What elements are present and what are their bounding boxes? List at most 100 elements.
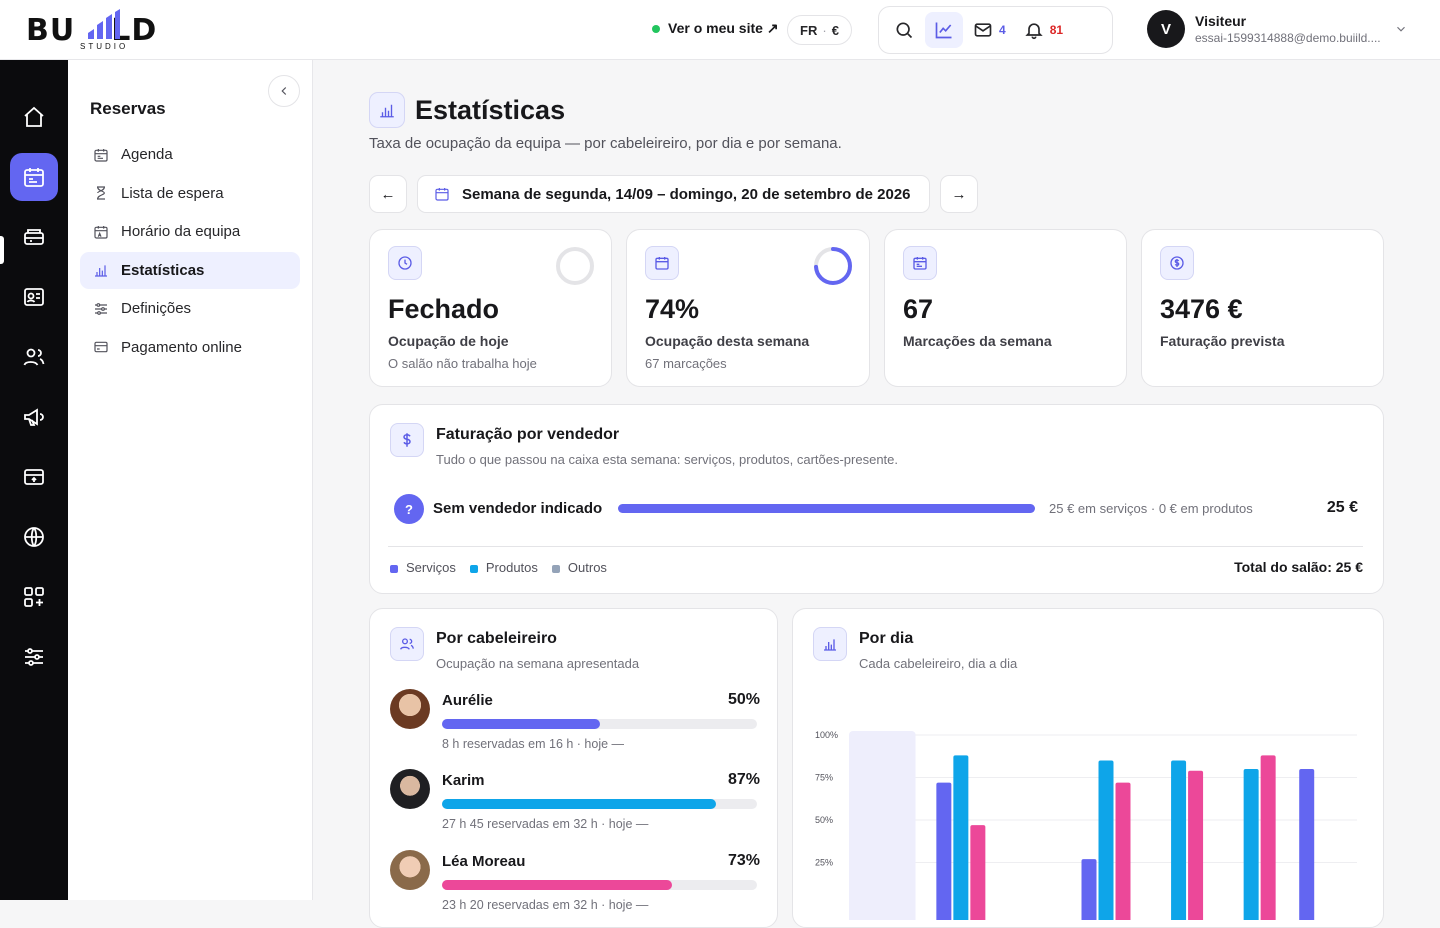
chart-bar[interactable]: [970, 825, 986, 920]
kpi-label: Ocupação desta semana: [645, 333, 810, 349]
rail-home[interactable]: [10, 93, 58, 141]
kpi-icon-box: [645, 246, 679, 280]
rail-payments[interactable]: [10, 453, 58, 501]
user-menu[interactable]: V Visiteur essai-1599314888@demo.buiild.…: [1147, 10, 1385, 48]
sidebar-item-team-schedule[interactable]: Horário da equipa: [80, 213, 300, 250]
section-title: Por dia: [859, 630, 914, 647]
stylist-row[interactable]: Aurélie 50% 8 h reservadas em 16 h · hoj…: [390, 689, 760, 759]
legend-label: Outros: [567, 560, 607, 575]
messages-count: 4: [999, 23, 1006, 37]
revenue-legend: Serviços Produtos Outros: [390, 560, 607, 575]
calendar-icon: [94, 148, 108, 162]
kpi-label: Faturação prevista: [1160, 333, 1285, 349]
page-subtitle: Taxa de ocupação da equipa — por cabelei…: [369, 135, 842, 152]
divider: [388, 546, 1363, 547]
section-icon-box: [390, 627, 424, 661]
stylist-name: Karim: [442, 772, 485, 789]
chart-bar[interactable]: [953, 755, 969, 920]
sliders-icon: [25, 648, 43, 666]
occupancy-fill: [442, 880, 672, 890]
legend-label: Produtos: [485, 560, 538, 575]
user-email: essai-1599314888@demo.buiild....: [1195, 31, 1381, 45]
toolbar-group: 4 81: [878, 6, 1113, 54]
messages-button[interactable]: 4: [965, 12, 1014, 48]
stats-button[interactable]: [925, 12, 963, 48]
occupancy-ring: [556, 247, 594, 285]
users-icon: [400, 638, 414, 650]
page-title: Estatísticas: [415, 95, 566, 125]
rail-register[interactable]: [10, 213, 58, 261]
section-title: Por cabeleireiro: [436, 630, 557, 647]
week-picker[interactable]: Semana de segunda, 14/09 – domingo, 20 d…: [417, 175, 930, 213]
sidebar-item-statistics[interactable]: Estatísticas: [80, 251, 300, 289]
calendar-user-icon: [94, 225, 108, 239]
sidebar-item-label: Agenda: [121, 146, 173, 163]
rail-team[interactable]: [10, 333, 58, 381]
cash-register-icon: [24, 229, 44, 245]
sidebar-item-settings[interactable]: Definições: [80, 290, 300, 327]
id-card-icon: [24, 288, 44, 306]
chart-bar[interactable]: [1299, 769, 1315, 920]
hourglass-icon: [97, 186, 105, 200]
collapse-sidebar-button[interactable]: [268, 75, 300, 107]
chart-bar[interactable]: [1260, 755, 1276, 920]
avatar: V: [1147, 10, 1185, 48]
sidebar-item-label: Definições: [121, 300, 192, 317]
top-bar: BU LD STUDIO Ver o meu site ↗ FR · € 4 81: [0, 0, 1440, 60]
calendar-icon: [24, 168, 44, 187]
language-currency-switch[interactable]: FR · €: [787, 15, 852, 45]
legend-label: Serviços: [406, 560, 456, 575]
stylist-meta: 27 h 45 reservadas em 32 h · hoje —: [442, 817, 649, 831]
y-tick-label: 25%: [815, 858, 833, 868]
section-subtitle: Ocupação na semana apresentada: [436, 656, 640, 671]
sidebar-item-waitlist[interactable]: Lista de espera: [80, 175, 300, 212]
chart-bar[interactable]: [1171, 760, 1187, 921]
occupancy-track: [442, 719, 757, 729]
active-indicator: [0, 236, 4, 264]
sidebar: Reservas Agenda Lista de espera Horário …: [68, 60, 313, 900]
calendar-icon: [655, 257, 669, 270]
sidebar-item-label: Horário da equipa: [121, 223, 241, 240]
stylist-row[interactable]: Léa Moreau 73% 23 h 20 reservadas em 32 …: [390, 850, 760, 920]
chart-bar[interactable]: [1081, 859, 1097, 920]
occupancy-ring: [814, 247, 852, 285]
logo-subtitle: STUDIO: [80, 42, 129, 51]
rail-apps[interactable]: [10, 573, 58, 621]
search-icon: [896, 22, 913, 39]
mail-icon: [974, 23, 992, 37]
seller-badge: ?: [394, 494, 424, 524]
legend-item: Serviços: [390, 560, 456, 575]
rail-marketing[interactable]: [10, 393, 58, 441]
page-title-icon-box: [369, 92, 405, 128]
sidebar-item-online-payment[interactable]: Pagamento online: [80, 329, 300, 366]
legend-item: Produtos: [469, 560, 538, 575]
seller-detail: 25 € em serviços · 0 € em produtos: [1049, 501, 1253, 516]
sidebar-item-label: Lista de espera: [121, 184, 224, 202]
icon-rail: [0, 60, 68, 900]
chart-bar[interactable]: [936, 782, 952, 920]
rail-website[interactable]: [10, 513, 58, 561]
previous-week-button[interactable]: ←: [369, 175, 407, 213]
view-site-link[interactable]: Ver o meu site ↗: [652, 20, 779, 37]
sliders-icon: [95, 302, 107, 315]
view-site-label: Ver o meu site ↗: [668, 20, 779, 36]
occupancy-fill: [442, 719, 600, 729]
kpi-card-bookings: 67 Marcações da semana: [884, 229, 1127, 387]
rail-settings[interactable]: [10, 633, 58, 681]
sidebar-item-agenda[interactable]: Agenda: [80, 136, 300, 173]
chart-bar[interactable]: [1115, 782, 1131, 920]
stylist-meta: 23 h 20 reservadas em 32 h · hoje —: [442, 898, 649, 912]
notifications-button[interactable]: 81: [1016, 12, 1071, 48]
chevron-down-icon[interactable]: [1394, 22, 1408, 36]
next-week-button[interactable]: →: [940, 175, 978, 213]
chart-bar[interactable]: [1188, 770, 1204, 920]
rail-bookings[interactable]: [10, 153, 58, 201]
payment-terminal-icon: [24, 469, 44, 485]
rail-clients[interactable]: [10, 273, 58, 321]
megaphone-icon: [24, 408, 44, 426]
chart-bar[interactable]: [1243, 769, 1259, 920]
stylist-row[interactable]: Karim 87% 27 h 45 reservadas em 32 h · h…: [390, 769, 760, 839]
chart-bar[interactable]: [1098, 760, 1114, 921]
brand-logo[interactable]: BU LD STUDIO: [26, 9, 186, 53]
search-button[interactable]: [885, 12, 923, 48]
